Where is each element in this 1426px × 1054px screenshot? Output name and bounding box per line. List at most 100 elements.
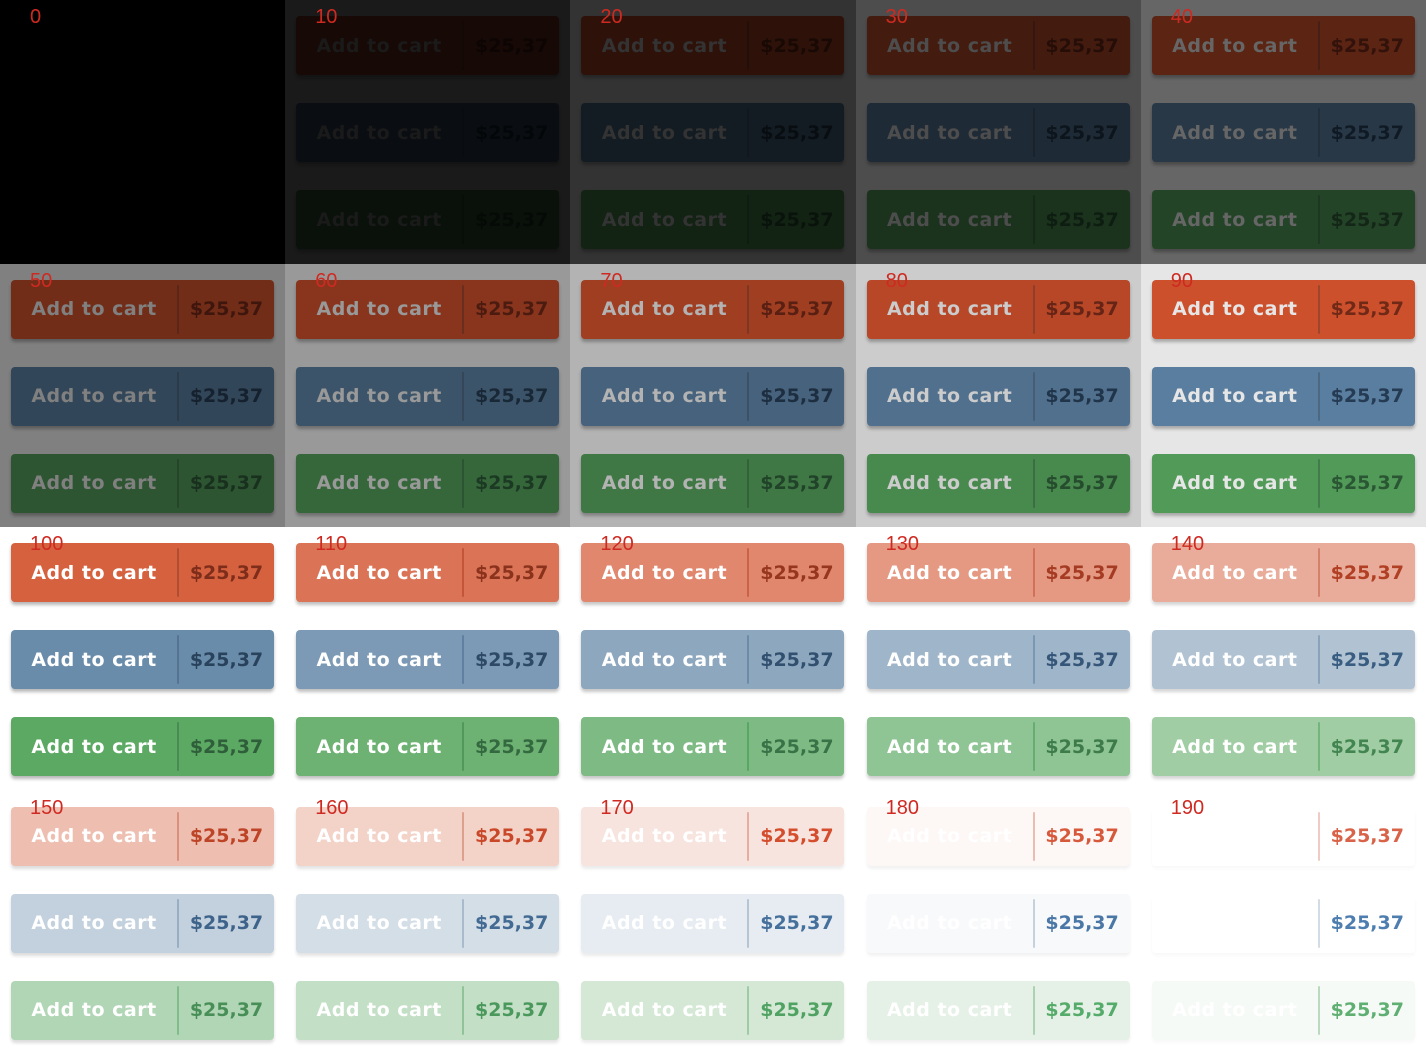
price-label: $25,37 xyxy=(475,648,549,671)
add-to-cart-button-green[interactable]: Add to cart $25,37 xyxy=(296,453,560,513)
add-to-cart-button-blue[interactable]: Add to cart $25,37 xyxy=(1151,893,1415,953)
add-to-cart-button-blue[interactable]: Add to cart $25,37 xyxy=(581,103,845,162)
add-to-cart-button-orange[interactable]: Add to cart $25,37 xyxy=(11,543,274,602)
add-to-cart-button-green[interactable]: Add to cart $25,37 xyxy=(1151,717,1415,776)
brightness-value-label: 90 xyxy=(1170,269,1194,292)
add-to-cart-label: Add to cart xyxy=(31,999,157,1021)
price-label: $25,37 xyxy=(760,912,834,934)
brightness-cell: 90 Add to cart $25,37 Add to cart $25,37… xyxy=(1140,263,1426,527)
price-label: $25,37 xyxy=(1330,735,1404,758)
add-to-cart-button-green[interactable]: Add to cart $25,37 xyxy=(296,980,560,1040)
add-to-cart-button-green[interactable]: Add to cart $25,37 xyxy=(11,717,274,776)
price-label: $25,37 xyxy=(1045,121,1119,144)
add-to-cart-button-blue[interactable]: Add to cart $25,37 xyxy=(866,893,1130,953)
add-to-cart-label: Add to cart xyxy=(1172,999,1298,1021)
add-to-cart-button-green[interactable]: Add to cart $25,37 xyxy=(1151,980,1415,1040)
add-to-cart-button-orange[interactable]: Add to cart $25,37 xyxy=(581,806,845,866)
add-to-cart-button-blue[interactable]: Add to cart $25,37 xyxy=(1151,630,1415,689)
add-to-cart-button-orange[interactable]: Add to cart $25,37 xyxy=(11,16,274,75)
add-to-cart-button-orange[interactable]: Add to cart $25,37 xyxy=(296,16,560,75)
add-to-cart-button-orange[interactable]: Add to cart $25,37 xyxy=(866,279,1130,339)
add-to-cart-button-orange[interactable]: Add to cart $25,37 xyxy=(296,279,560,339)
add-to-cart-button-blue[interactable]: Add to cart $25,37 xyxy=(296,366,560,426)
add-to-cart-button-green[interactable]: Add to cart $25,37 xyxy=(11,190,274,249)
add-to-cart-button-orange[interactable]: Add to cart $25,37 xyxy=(581,16,845,75)
add-to-cart-button-green[interactable]: Add to cart $25,37 xyxy=(11,980,274,1040)
add-to-cart-label: Add to cart xyxy=(886,735,1013,758)
add-to-cart-button-blue[interactable]: Add to cart $25,37 xyxy=(581,893,845,953)
add-to-cart-button-orange[interactable]: Add to cart $25,37 xyxy=(581,279,845,339)
add-to-cart-button-green[interactable]: Add to cart $25,37 xyxy=(1151,453,1415,513)
add-to-cart-button-orange[interactable]: Add to cart $25,37 xyxy=(866,543,1130,602)
add-to-cart-button-orange[interactable]: Add to cart $25,37 xyxy=(1151,806,1415,866)
brightness-value-label: 120 xyxy=(600,533,634,555)
add-to-cart-button-orange[interactable]: Add to cart $25,37 xyxy=(866,16,1130,75)
add-to-cart-button-green[interactable]: Add to cart $25,37 xyxy=(581,453,845,513)
add-to-cart-button-orange[interactable]: Add to cart $25,37 xyxy=(581,543,845,602)
add-to-cart-button-blue[interactable]: Add to cart $25,37 xyxy=(581,630,845,689)
add-to-cart-label: Add to cart xyxy=(1172,298,1298,320)
add-to-cart-button-orange[interactable]: Add to cart $25,37 xyxy=(11,806,274,866)
button-divider xyxy=(1317,371,1320,421)
price-label: $25,37 xyxy=(189,648,264,671)
button-divider xyxy=(177,722,179,771)
add-to-cart-label: Add to cart xyxy=(886,385,1013,407)
add-to-cart-button-green[interactable]: Add to cart $25,37 xyxy=(866,453,1130,513)
add-to-cart-button-blue[interactable]: Add to cart $25,37 xyxy=(1151,103,1415,162)
add-to-cart-button-green[interactable]: Add to cart $25,37 xyxy=(866,190,1130,249)
price-label: $25,37 xyxy=(475,121,549,144)
add-to-cart-button-blue[interactable]: Add to cart $25,37 xyxy=(866,630,1130,689)
add-to-cart-button-blue[interactable]: Add to cart $25,37 xyxy=(296,893,560,953)
add-to-cart-button-blue[interactable]: Add to cart $25,37 xyxy=(11,893,274,953)
add-to-cart-button-blue[interactable]: Add to cart $25,37 xyxy=(1151,366,1415,426)
brightness-cell: 70 Add to cart $25,37 Add to cart $25,37… xyxy=(570,263,856,527)
button-divider xyxy=(1032,548,1035,597)
button-divider xyxy=(1317,21,1320,70)
price-label: $25,37 xyxy=(1045,472,1119,494)
add-to-cart-button-green[interactable]: Add to cart $25,37 xyxy=(581,717,845,776)
button-divider xyxy=(462,722,465,771)
add-to-cart-button-orange[interactable]: Add to cart $25,37 xyxy=(1151,16,1415,75)
add-to-cart-label: Add to cart xyxy=(886,208,1013,231)
add-to-cart-label: Add to cart xyxy=(886,298,1013,320)
add-to-cart-button-orange[interactable]: Add to cart $25,37 xyxy=(296,806,560,866)
add-to-cart-button-green[interactable]: Add to cart $25,37 xyxy=(296,190,560,249)
price-label: $25,37 xyxy=(475,472,549,494)
add-to-cart-button-blue[interactable]: Add to cart $25,37 xyxy=(11,366,274,426)
price-label: $25,37 xyxy=(1330,648,1404,671)
add-to-cart-button-green[interactable]: Add to cart $25,37 xyxy=(581,190,845,249)
add-to-cart-button-blue[interactable]: Add to cart $25,37 xyxy=(581,366,845,426)
add-to-cart-label: Add to cart xyxy=(316,121,442,144)
add-to-cart-button-blue[interactable]: Add to cart $25,37 xyxy=(866,366,1130,426)
button-divider xyxy=(1032,985,1035,1035)
add-to-cart-button-orange[interactable]: Add to cart $25,37 xyxy=(296,543,560,602)
add-to-cart-button-green[interactable]: Add to cart $25,37 xyxy=(11,453,274,513)
button-divider xyxy=(1317,811,1320,861)
brightness-cell: 50 Add to cart $25,37 Add to cart $25,37… xyxy=(0,263,286,527)
add-to-cart-button-green[interactable]: Add to cart $25,37 xyxy=(296,717,560,776)
add-to-cart-button-orange[interactable]: Add to cart $25,37 xyxy=(1151,543,1415,602)
add-to-cart-button-blue[interactable]: Add to cart $25,37 xyxy=(11,103,274,162)
price-label: $25,37 xyxy=(475,912,549,934)
add-to-cart-label: Add to cart xyxy=(601,208,728,231)
brightness-cell: 160 Add to cart $25,37 Add to cart $25,3… xyxy=(285,790,571,1054)
price-label: $25,37 xyxy=(475,561,549,584)
price-label: $25,37 xyxy=(1330,561,1404,584)
add-to-cart-button-orange[interactable]: Add to cart $25,37 xyxy=(11,279,274,339)
add-to-cart-button-green[interactable]: Add to cart $25,37 xyxy=(866,980,1130,1040)
add-to-cart-button-blue[interactable]: Add to cart $25,37 xyxy=(11,630,274,689)
add-to-cart-button-orange[interactable]: Add to cart $25,37 xyxy=(866,806,1130,866)
button-divider xyxy=(177,985,179,1035)
price-label: $25,37 xyxy=(475,735,549,758)
add-to-cart-button-blue[interactable]: Add to cart $25,37 xyxy=(296,630,560,689)
add-to-cart-button-orange[interactable]: Add to cart $25,37 xyxy=(1151,279,1415,339)
price-label: $25,37 xyxy=(1045,34,1119,57)
add-to-cart-label: Add to cart xyxy=(601,648,728,671)
add-to-cart-button-blue[interactable]: Add to cart $25,37 xyxy=(296,103,560,162)
add-to-cart-button-green[interactable]: Add to cart $25,37 xyxy=(581,980,845,1040)
add-to-cart-button-green[interactable]: Add to cart $25,37 xyxy=(1151,190,1415,249)
price-label: $25,37 xyxy=(1045,825,1119,847)
add-to-cart-button-blue[interactable]: Add to cart $25,37 xyxy=(866,103,1130,162)
brightness-value-label: 20 xyxy=(600,6,623,28)
add-to-cart-button-green[interactable]: Add to cart $25,37 xyxy=(866,717,1130,776)
